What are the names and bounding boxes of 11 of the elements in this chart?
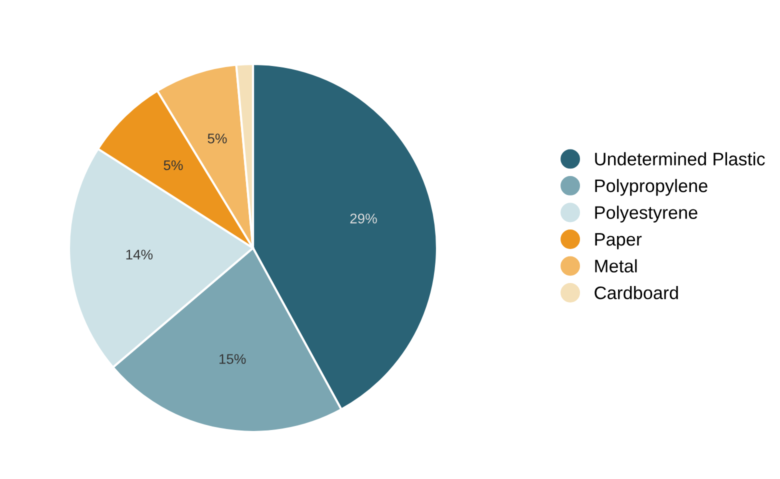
legend-label: Undetermined Plastic xyxy=(595,152,765,166)
legend-label: Paper xyxy=(595,233,642,250)
data-label: 5% xyxy=(208,134,227,144)
legend-label: Polyestyrene xyxy=(595,206,698,223)
data-label: 29% xyxy=(350,214,377,224)
legend-label: Cardboard xyxy=(594,286,678,300)
legend-label: Metal xyxy=(595,259,637,272)
data-label: 15% xyxy=(220,354,246,364)
data-label: 5% xyxy=(164,160,183,170)
legend-label: Polypropylene xyxy=(595,178,708,196)
data-label: 14% xyxy=(126,250,153,260)
